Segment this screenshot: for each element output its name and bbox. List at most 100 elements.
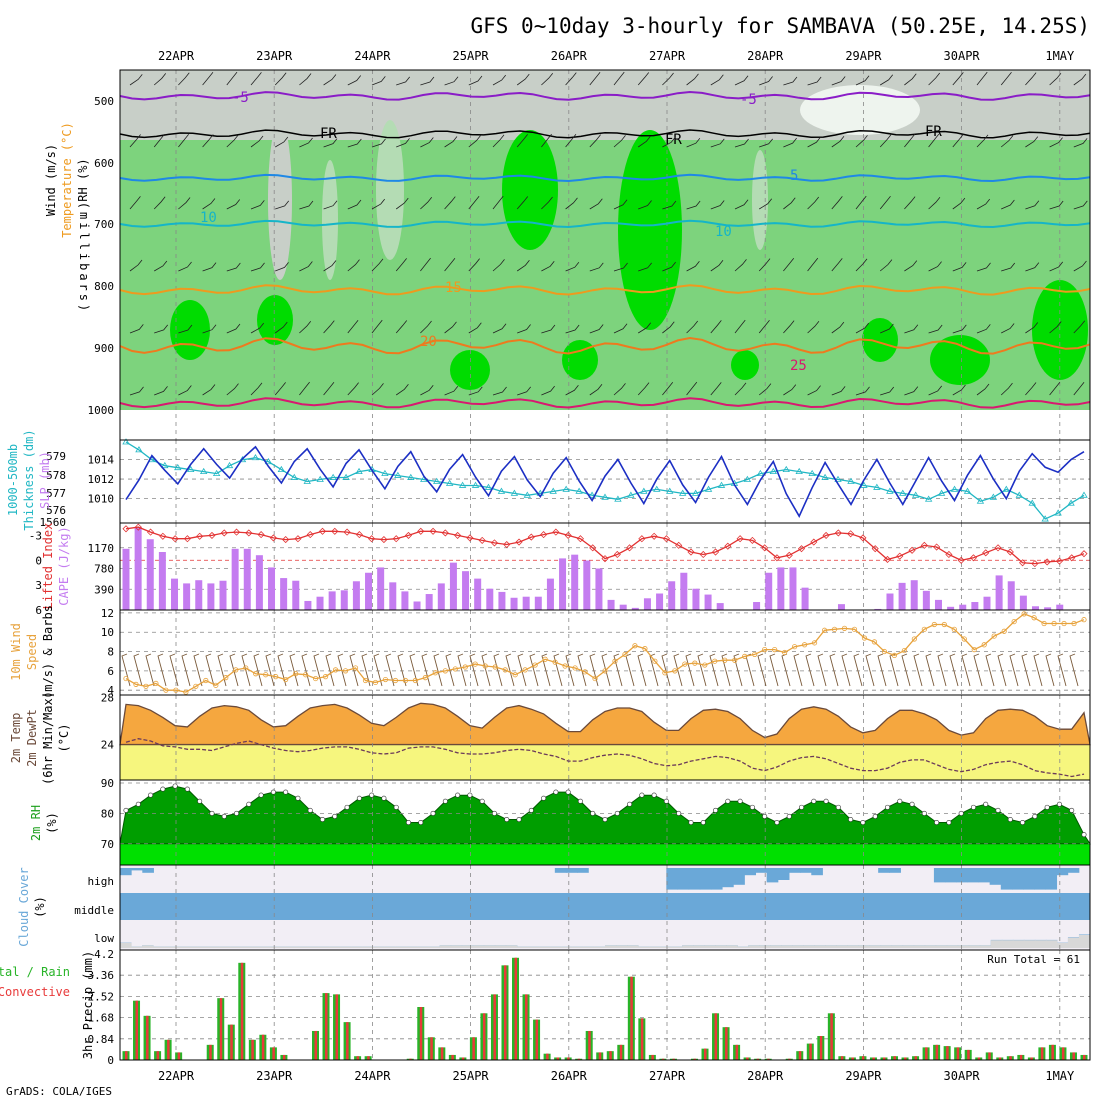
cloud-bar-middle xyxy=(666,893,678,920)
lifted-point xyxy=(662,535,670,543)
cloud-low-gray xyxy=(616,945,628,948)
credit-label: GrADS: COLA/IGES xyxy=(6,1085,112,1098)
cape-bar xyxy=(1031,606,1039,610)
thickness-tick: 1560 xyxy=(40,516,67,529)
wind-barb xyxy=(516,196,529,210)
wind-speed-point xyxy=(1071,620,1077,627)
wind-speed-point xyxy=(153,680,159,687)
rh-point xyxy=(1056,801,1062,807)
cloud-low-gray xyxy=(1012,940,1025,948)
date-label-top: 29APR xyxy=(845,49,882,63)
cape-bar xyxy=(219,580,227,610)
wind-barb xyxy=(371,138,386,148)
wind-barb xyxy=(1073,320,1086,334)
cloud-bar-middle xyxy=(186,893,199,920)
precip-conv-bar xyxy=(956,1047,960,1060)
wind-speed-point xyxy=(382,676,389,683)
wind-barb xyxy=(1025,382,1037,396)
wind-barb xyxy=(371,76,386,86)
cloud-low-gray xyxy=(263,946,275,948)
cloud-low-gray xyxy=(351,946,363,948)
wind-speed-point xyxy=(1011,618,1017,625)
thickness-point xyxy=(458,481,467,488)
precip-conv-bar xyxy=(335,994,339,1060)
wind-barb-10m xyxy=(997,653,1007,687)
rh-contour-moist xyxy=(562,340,598,380)
lifted-point xyxy=(822,531,830,539)
cloud-low-gray xyxy=(318,946,330,948)
lifted-point xyxy=(810,538,818,546)
lifted-point xyxy=(613,550,621,559)
precip-conv-bar xyxy=(967,1049,970,1060)
wind-speed-point xyxy=(811,640,818,646)
wind-barb-10m xyxy=(937,653,947,687)
wind-barb-10m xyxy=(181,653,191,687)
thickness-tick: 577 xyxy=(46,487,66,500)
wind-speed-point xyxy=(991,633,997,639)
cloud-bar-high xyxy=(733,868,745,885)
rh-point xyxy=(320,816,326,822)
cloud-low-gray xyxy=(439,945,452,948)
cloud-bar-middle xyxy=(844,893,857,920)
thickness-point xyxy=(937,489,946,496)
wind-speed-point xyxy=(133,681,139,687)
rh-point xyxy=(491,810,497,816)
cloud-low-gray xyxy=(660,946,672,948)
wind-speed-point xyxy=(273,674,279,680)
rh-point xyxy=(184,786,190,792)
cloud-bar-middle xyxy=(733,893,745,920)
panel-label: 2m RH xyxy=(29,805,43,841)
wind-barb-10m xyxy=(805,653,815,687)
wind-barb xyxy=(1001,262,1016,272)
wind-speed-point xyxy=(941,621,947,628)
cloud-bar-high xyxy=(577,868,589,873)
wind-barb xyxy=(662,321,675,334)
cape-bar xyxy=(304,600,312,610)
cloud-low-gray xyxy=(1078,935,1091,948)
contour-label: 10 xyxy=(715,224,732,240)
lifted-point xyxy=(146,528,155,536)
cloud-low-gray xyxy=(549,946,562,948)
thickness-point xyxy=(484,483,493,490)
wind-barb xyxy=(734,199,749,210)
cloud-bar-middle xyxy=(298,893,311,920)
thickness-line xyxy=(125,441,1085,520)
cloud-low-gray xyxy=(142,945,154,948)
cloud-low-gray xyxy=(428,946,441,948)
wind-barb xyxy=(589,134,601,148)
wind-barb-10m xyxy=(625,653,635,687)
cloud-bar-high xyxy=(554,868,567,873)
cloud-bar-middle xyxy=(220,893,232,920)
run-total-label: Run Total = 61 xyxy=(987,953,1080,966)
wind-barb xyxy=(613,135,626,148)
wind-barb-10m xyxy=(1009,653,1019,687)
lifted-point xyxy=(576,535,585,543)
lifted-point xyxy=(1019,559,1027,567)
wind-barb xyxy=(1000,382,1013,396)
panel-label: Wind (m/s) xyxy=(44,144,58,216)
cape-bar xyxy=(595,568,603,610)
cloud-low-gray xyxy=(505,945,518,948)
lifted-point xyxy=(638,535,646,543)
cloud-bar-middle xyxy=(354,893,366,920)
lifted-point xyxy=(797,545,806,553)
slp-tick: 1012 xyxy=(88,473,115,486)
cloud-bar-middle xyxy=(543,893,556,920)
lifted-point xyxy=(675,541,683,549)
wind-barb-10m xyxy=(889,653,899,687)
thickness-point xyxy=(691,489,700,496)
wind-barb-10m xyxy=(709,653,719,687)
wind-barb xyxy=(178,72,190,86)
wind-barb xyxy=(541,324,556,334)
precip-conv-bar xyxy=(872,1057,875,1060)
wind-barb xyxy=(154,386,168,396)
cape-bar xyxy=(656,593,664,610)
precip-conv-bar xyxy=(461,1057,465,1060)
lifted-point xyxy=(404,531,413,539)
thickness-point xyxy=(212,469,221,476)
wind-speed-point xyxy=(552,659,558,665)
cape-bar xyxy=(765,572,773,610)
cape-bar xyxy=(134,527,142,610)
panel-label: 2m Temp xyxy=(9,713,23,764)
